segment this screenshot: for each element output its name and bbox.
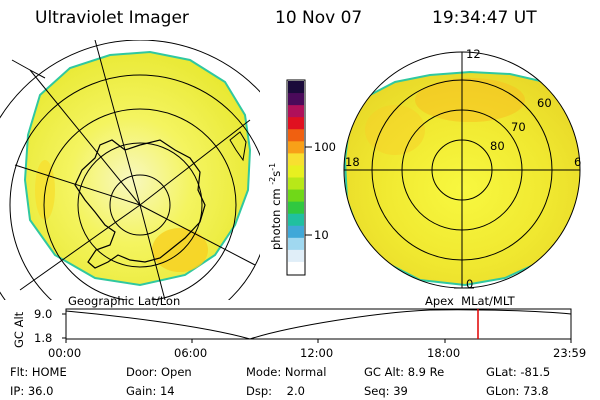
colorbar-stripe bbox=[288, 93, 304, 106]
colorbar-stripe bbox=[288, 141, 304, 154]
right-map-bright-spot bbox=[365, 105, 425, 155]
image-time: 19:34:47 UT bbox=[432, 8, 537, 28]
colorbar-stripe bbox=[288, 225, 304, 239]
colorbar-unit-label: photon cm -2s-1 bbox=[268, 162, 283, 250]
colorbar-tick-10: 10 bbox=[314, 228, 329, 242]
mlat-label-80: 80 bbox=[490, 139, 505, 153]
colorbar-stripe bbox=[288, 117, 304, 130]
colorbar-stripe bbox=[288, 81, 304, 94]
coastline bbox=[74, 139, 206, 269]
timeline-xtick: 06:00 bbox=[174, 346, 208, 360]
mlat-label-70: 70 bbox=[511, 120, 526, 134]
timeline-xtick: 00:00 bbox=[48, 346, 82, 360]
mlt-label-6: 6 bbox=[574, 155, 582, 169]
coastline bbox=[229, 131, 247, 162]
timeline-ytick-bottom: 1.8 bbox=[34, 331, 53, 345]
status-flight: Flt: HOME bbox=[10, 365, 67, 379]
mlt-label-0: 0 bbox=[466, 277, 474, 291]
colorbar-stripe bbox=[288, 177, 304, 191]
status-door: Door: Open bbox=[126, 365, 192, 379]
right-map-bright-spot bbox=[415, 78, 525, 122]
colorbar-stripe bbox=[288, 105, 304, 118]
apex-map bbox=[343, 51, 581, 289]
coastline bbox=[11, 59, 46, 79]
left-map-bright-spot bbox=[152, 228, 208, 272]
mlt-label-18: 18 bbox=[345, 155, 360, 169]
colorbar-stripe bbox=[288, 153, 304, 166]
colorbar-stripe bbox=[288, 189, 304, 203]
status-dsp: Dsp: 2.0 bbox=[246, 384, 305, 398]
instrument-title: Ultraviolet Imager bbox=[35, 8, 189, 28]
mlt-label-12: 12 bbox=[466, 47, 481, 61]
altitude-curve bbox=[65, 309, 572, 340]
status-gc-alt: GC Alt: 8.9 Re bbox=[364, 365, 445, 379]
timeline-xtick: 18:00 bbox=[427, 346, 461, 360]
image-date: 10 Nov 07 bbox=[275, 8, 363, 28]
timeline-xtick: 12:00 bbox=[300, 346, 334, 360]
colorbar-tick-100: 100 bbox=[314, 140, 336, 154]
left-map-caption: Geographic Lat/Lon bbox=[68, 294, 181, 308]
colorbar-stripe bbox=[288, 165, 304, 178]
status-seq: Seq: 39 bbox=[364, 384, 408, 398]
colorbar-stripe bbox=[288, 237, 304, 251]
right-map-caption: Apex MLat/MLT bbox=[425, 294, 515, 308]
timeline-ytick-top: 9.0 bbox=[34, 307, 53, 321]
colorbar bbox=[286, 79, 312, 276]
mlat-label-60: 60 bbox=[537, 96, 552, 110]
geographic-map bbox=[0, 40, 260, 300]
colorbar-stripe bbox=[288, 213, 304, 227]
timeline-xtick: 23:59 bbox=[553, 346, 587, 360]
left-map-emission bbox=[23, 50, 252, 287]
altitude-timeline bbox=[62, 308, 572, 343]
colorbar-stripe bbox=[288, 249, 304, 263]
status-gain: Gain: 14 bbox=[126, 384, 175, 398]
status-ip: IP: 36.0 bbox=[10, 384, 54, 398]
status-glon: GLon: 73.8 bbox=[486, 384, 549, 398]
colorbar-stripe bbox=[288, 261, 304, 275]
timeline-axis-title: GC Alt bbox=[12, 311, 26, 348]
status-glat: GLat: -81.5 bbox=[486, 365, 551, 379]
colorbar-stripe bbox=[288, 129, 304, 142]
status-mode: Mode: Normal bbox=[246, 365, 327, 379]
colorbar-stripe bbox=[288, 201, 304, 215]
